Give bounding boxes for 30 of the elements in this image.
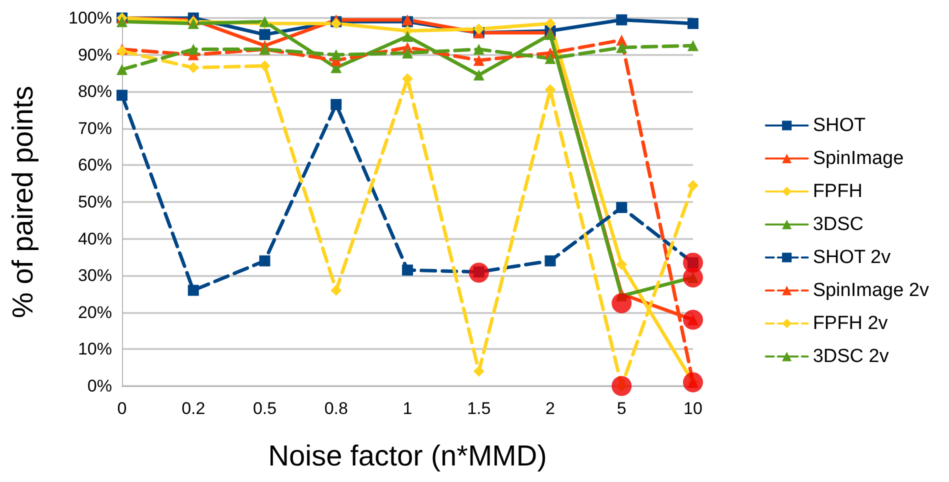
legend-label: SpinImage — [812, 148, 904, 169]
x-tick-label: 0.2 — [182, 399, 206, 418]
x-axis-title: Noise factor (n*MMD) — [268, 440, 547, 472]
y-tick-label: 40% — [78, 229, 112, 248]
y-tick-label: 80% — [78, 82, 112, 102]
y-tick-label: 70% — [78, 118, 112, 138]
y-axis-title: % of paired points — [8, 86, 40, 318]
x-tick-label: 1.5 — [467, 399, 491, 418]
y-tick-label: 0% — [87, 376, 112, 396]
x-tick-label: 0 — [117, 399, 127, 418]
y-tick-label: 90% — [78, 45, 112, 64]
y-tick-label: 60% — [78, 156, 112, 175]
x-tick-label: 2 — [546, 399, 555, 418]
y-tick-label: 50% — [78, 192, 112, 212]
legend-label: FPFH — [812, 181, 862, 202]
y-tick-label: 100% — [68, 8, 112, 28]
legend-label: SHOT 2v — [812, 247, 892, 268]
y-tick-label: 10% — [78, 340, 112, 359]
legend-label: FPFH 2v — [812, 313, 888, 334]
y-tick-label: 30% — [78, 266, 112, 286]
x-tick-label: 0.8 — [324, 399, 348, 418]
x-tick-label: 1 — [402, 399, 412, 418]
x-tick-label: 0.5 — [252, 399, 277, 418]
legend-label: 3DSC — [812, 214, 864, 235]
legend-label: 3DSC 2v — [812, 346, 890, 367]
x-tick-label: 5 — [616, 399, 626, 418]
x-tick-label: 10 — [684, 399, 702, 418]
y-tick-label: 20% — [78, 302, 112, 322]
legend-label: SpinImage 2v — [812, 280, 930, 301]
legend-label: SHOT — [812, 115, 866, 136]
